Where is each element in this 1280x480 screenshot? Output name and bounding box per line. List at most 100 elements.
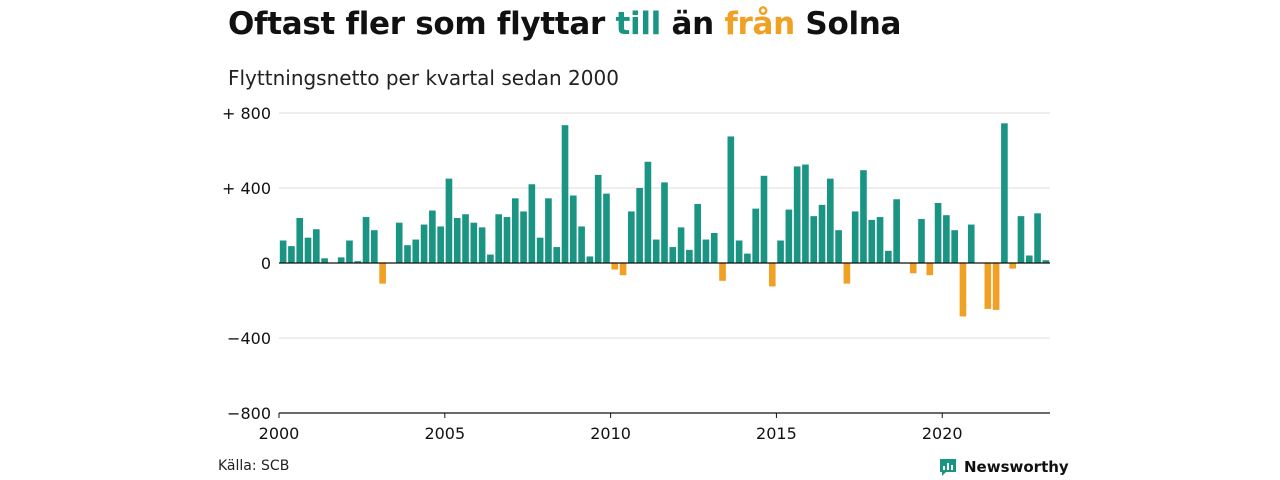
bar bbox=[777, 240, 784, 263]
bar bbox=[296, 218, 304, 263]
bar bbox=[603, 193, 610, 264]
y-tick-label: + 800 bbox=[222, 104, 271, 123]
bar bbox=[918, 218, 925, 263]
bar bbox=[768, 263, 776, 287]
bar bbox=[312, 229, 320, 263]
bar bbox=[321, 258, 328, 263]
bar bbox=[420, 224, 428, 263]
bar bbox=[744, 253, 751, 264]
bar bbox=[644, 161, 652, 263]
bar bbox=[437, 226, 444, 263]
chart-subtitle: Flyttningsnetto per kvartal sedan 2000 bbox=[228, 66, 619, 90]
bar bbox=[909, 263, 917, 274]
title-part-5: Solna bbox=[794, 6, 902, 42]
bar bbox=[636, 188, 643, 263]
bar bbox=[561, 125, 569, 263]
bar bbox=[462, 214, 469, 263]
bar bbox=[412, 239, 420, 263]
bar bbox=[959, 263, 967, 317]
bar bbox=[868, 219, 876, 264]
bar bbox=[1001, 123, 1008, 263]
bar bbox=[818, 204, 826, 264]
bar bbox=[719, 263, 726, 281]
bar bbox=[810, 216, 818, 264]
bar bbox=[951, 230, 958, 263]
bar bbox=[362, 217, 370, 263]
bar bbox=[1042, 260, 1050, 263]
newsworthy-brand: Newsworthy bbox=[938, 457, 1069, 477]
y-tick-label: −400 bbox=[227, 329, 271, 348]
bar bbox=[785, 209, 793, 263]
bar bbox=[752, 208, 760, 264]
bar bbox=[453, 218, 461, 263]
bar bbox=[1034, 213, 1041, 263]
bar bbox=[926, 263, 934, 276]
bar bbox=[727, 136, 735, 263]
bar bbox=[628, 211, 635, 263]
bar bbox=[337, 257, 345, 264]
bar bbox=[487, 254, 494, 263]
bar bbox=[611, 263, 619, 270]
bar bbox=[1025, 255, 1033, 263]
bar bbox=[586, 256, 594, 263]
bar bbox=[710, 233, 718, 263]
bar bbox=[934, 203, 942, 263]
bar bbox=[860, 170, 867, 263]
bar bbox=[661, 182, 668, 264]
bar bbox=[528, 184, 536, 263]
bar bbox=[760, 175, 768, 263]
bar bbox=[404, 245, 411, 263]
bar bbox=[652, 239, 660, 263]
newsworthy-logo-icon bbox=[940, 459, 956, 476]
x-tick-label: 2000 bbox=[259, 424, 300, 443]
bar bbox=[835, 230, 842, 263]
bar bbox=[346, 240, 353, 263]
x-tick-label: 2020 bbox=[922, 424, 963, 443]
bar bbox=[578, 226, 585, 263]
bar bbox=[503, 217, 511, 263]
bar bbox=[1017, 216, 1025, 264]
title-part-1: Oftast fler som flyttar bbox=[228, 6, 616, 42]
bar bbox=[802, 164, 809, 263]
chart-title: Oftast fler som flyttar till än från Sol… bbox=[228, 6, 901, 42]
bar bbox=[429, 210, 436, 263]
bar bbox=[885, 250, 892, 263]
bar bbox=[553, 247, 561, 263]
bar bbox=[495, 214, 503, 263]
bar bbox=[893, 199, 900, 263]
bar bbox=[594, 174, 602, 264]
title-word-fran: från bbox=[724, 6, 795, 42]
bar bbox=[511, 198, 519, 263]
bar bbox=[876, 217, 884, 263]
bar bbox=[304, 237, 312, 263]
bar bbox=[379, 263, 386, 284]
x-tick-label: 2015 bbox=[756, 424, 797, 443]
y-tick-label: 0 bbox=[261, 254, 271, 273]
bar bbox=[288, 246, 295, 264]
title-word-till: till bbox=[615, 6, 661, 42]
y-tick-label: −800 bbox=[227, 404, 271, 423]
bar bbox=[702, 239, 710, 263]
bar-series bbox=[279, 123, 1050, 317]
bar bbox=[735, 240, 743, 263]
bar bbox=[992, 263, 1000, 310]
bar bbox=[470, 222, 478, 263]
bar bbox=[354, 261, 362, 264]
y-tick-label: + 400 bbox=[222, 179, 271, 198]
bar bbox=[545, 198, 552, 263]
x-tick-label: 2005 bbox=[424, 424, 465, 443]
bar bbox=[967, 224, 975, 263]
bar bbox=[520, 211, 527, 263]
bar bbox=[536, 237, 544, 263]
bar bbox=[686, 249, 693, 264]
bar bbox=[569, 195, 577, 263]
bar bbox=[619, 263, 627, 276]
bar bbox=[984, 263, 992, 309]
bar bbox=[478, 227, 486, 264]
bar bbox=[677, 227, 685, 264]
bar bbox=[826, 178, 834, 264]
bar bbox=[943, 215, 950, 263]
brand-name: Newsworthy bbox=[964, 458, 1069, 476]
